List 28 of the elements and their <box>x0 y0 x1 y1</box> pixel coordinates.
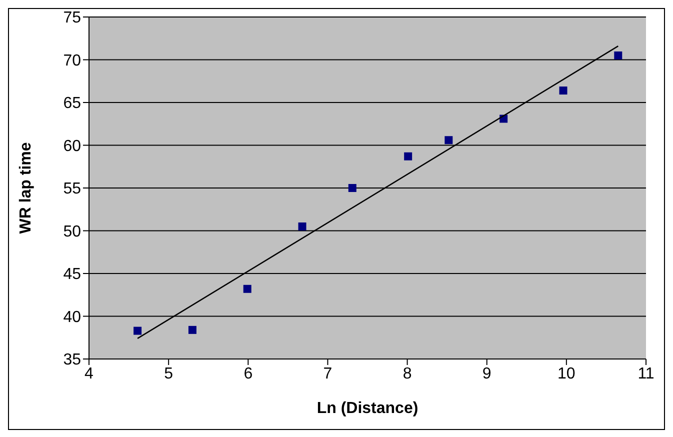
y-axis-title: WR lap time <box>18 142 35 234</box>
point <box>298 222 306 230</box>
point <box>614 51 622 60</box>
point <box>134 326 142 335</box>
x-tick-label: 8 <box>402 365 412 382</box>
point <box>404 152 412 160</box>
x-tick-label: 11 <box>638 365 654 382</box>
x-tick-label: 5 <box>164 365 174 382</box>
x-axis-title: Ln (Distance) <box>316 400 418 417</box>
x-tick-label: 10 <box>558 365 576 382</box>
x-tick-label: 7 <box>323 365 332 382</box>
point <box>559 86 568 95</box>
x-tick-label: 9 <box>482 365 492 382</box>
point <box>188 326 196 334</box>
y-tick-label: 70 <box>63 52 82 70</box>
y-tick-label: 55 <box>63 180 82 198</box>
y-tick-label: 50 <box>63 223 82 240</box>
y-tick-label: 45 <box>63 266 82 284</box>
point <box>348 184 356 192</box>
y-tick-label: 40 <box>63 308 82 326</box>
point <box>444 136 453 144</box>
x-tick-label: 4 <box>84 365 94 382</box>
point <box>243 284 252 293</box>
y-tick-label: 35 <box>63 352 82 369</box>
x-tick-label: 6 <box>244 365 253 382</box>
y-tick-label: 75 <box>63 10 82 27</box>
y-tick-label: 60 <box>63 138 82 155</box>
y-tick-label: 65 <box>63 95 82 112</box>
